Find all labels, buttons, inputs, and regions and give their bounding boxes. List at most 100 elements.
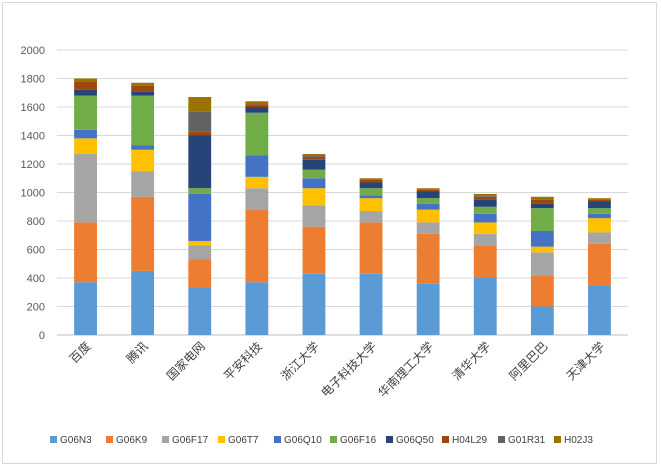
bar-segment-g06q10 — [245, 155, 269, 177]
bar-segment-g06f16 — [473, 206, 497, 214]
x-category-label: 国家电网 — [163, 339, 208, 384]
bar-segment-g01r31 — [302, 155, 326, 157]
bar-segment-g06q50 — [245, 107, 269, 113]
y-tick-label: 1400 — [21, 131, 45, 143]
bar-segment-g06q10 — [74, 129, 97, 139]
bar-segment-g06n3 — [473, 278, 497, 335]
bar-segment-g06f16 — [416, 198, 440, 204]
legend-swatch — [498, 436, 505, 443]
bar-segment-g06f17 — [359, 211, 383, 223]
legend-label: G01R31 — [508, 435, 546, 446]
legend-label: G06T7 — [228, 435, 259, 446]
legend: G06N3 G06K9 G06F17 G06T7 G06Q10 G06F16 G06Q50 H… — [50, 435, 593, 446]
legend-swatch — [50, 436, 57, 443]
y-tick-label: 0 — [39, 330, 45, 342]
y-tick-label: 1000 — [21, 188, 45, 200]
bar-segment-h02j3 — [131, 82, 155, 86]
bar-segment-g06q50 — [416, 191, 440, 199]
bar-segment-g06f16 — [530, 208, 554, 231]
bar-segment-g06k9 — [359, 222, 383, 274]
y-tick-label: 1800 — [21, 74, 45, 86]
bar-segment-h04l29 — [416, 189, 440, 192]
legend-swatch — [218, 436, 225, 443]
y-axis-ticks: 0 200 400 600 800 1000 1200 1400 1600 1800 2000 — [21, 45, 45, 342]
bar-segment-g06f17 — [473, 233, 497, 246]
x-category-label: 阿里巴巴 — [507, 339, 551, 383]
legend-label: G06F16 — [340, 435, 377, 446]
bar-segment-g06k9 — [530, 275, 554, 307]
legend-swatch — [442, 436, 449, 443]
legend-swatch — [330, 436, 337, 443]
bar-segment-g06n3 — [245, 282, 269, 335]
legend-label: H04L29 — [452, 435, 487, 446]
bar-segment-g06n3 — [188, 287, 212, 335]
bar-segment-g06k9 — [416, 233, 440, 284]
y-tick-label: 200 — [27, 302, 45, 314]
bar-segment-g06n3 — [588, 285, 611, 336]
bar-segment-h04l29 — [302, 156, 326, 160]
bar-segment-g06q50 — [473, 199, 497, 207]
x-category-label: 腾讯 — [123, 339, 151, 367]
bars — [74, 78, 611, 336]
bar-segment-g06f17 — [188, 245, 212, 260]
bar-segment-g06k9 — [74, 222, 97, 283]
bar-segment-g06t7 — [588, 218, 611, 233]
x-category-label: 华南理工大学 — [375, 339, 437, 401]
bar-segment-g06f16 — [588, 208, 611, 214]
bar-segment-g06q50 — [74, 89, 97, 96]
bar-segment-g06n3 — [131, 270, 155, 336]
legend-swatch — [554, 436, 561, 443]
legend-label: G06F17 — [172, 435, 209, 446]
bar-segment-g06t7 — [530, 246, 554, 253]
bar-segment-g06f17 — [131, 171, 155, 197]
bar-segment-g06t7 — [188, 240, 212, 246]
bar-segment-g06f16 — [188, 188, 212, 194]
bar-segment-g06k9 — [245, 209, 269, 283]
bar-segment-g06q50 — [530, 203, 554, 209]
bar-segment-g06q10 — [530, 230, 554, 247]
bar-segment-g06f16 — [131, 95, 155, 146]
bar-segment-g06q10 — [302, 178, 326, 189]
bar-segment-h04l29 — [359, 179, 383, 183]
bar-segment-g06q10 — [473, 213, 497, 223]
x-category-label: 百度 — [66, 339, 94, 367]
bar-segment-g01r31 — [188, 111, 212, 132]
legend-swatch — [274, 436, 281, 443]
bar-segment-g06f16 — [74, 95, 97, 130]
bar-segment-g06n3 — [416, 283, 440, 335]
bar-segment-h04l29 — [188, 131, 212, 136]
bar-segment-g06q50 — [302, 159, 326, 170]
bar-segment-h02j3 — [473, 193, 497, 196]
bar-segment-g06q10 — [416, 203, 440, 210]
bar-segment-h04l29 — [131, 85, 155, 92]
bar-segment-g06f17 — [588, 232, 611, 244]
x-category-label: 电子科技大学 — [318, 339, 380, 401]
bar-segment-h02j3 — [245, 101, 269, 105]
x-category-label: 天津大学 — [563, 339, 608, 384]
bar-segment-h04l29 — [588, 199, 611, 202]
legend-label: H02J3 — [564, 435, 593, 446]
bar-segment-h04l29 — [245, 104, 269, 107]
bar-segment-g06q10 — [131, 145, 155, 150]
legend-label: G06Q10 — [284, 435, 322, 446]
y-tick-label: 400 — [27, 273, 45, 285]
bar-segment-h02j3 — [302, 154, 326, 156]
legend-label: G06Q50 — [396, 435, 434, 446]
legend-label: G06N3 — [60, 435, 92, 446]
bar-segment-g06q50 — [188, 135, 212, 189]
bar-segment-h02j3 — [416, 188, 440, 190]
bar-segment-g06t7 — [473, 222, 497, 234]
bar-segment-g06q10 — [588, 213, 611, 219]
bar-segment-g06f17 — [74, 154, 97, 223]
bar-segment-g06k9 — [131, 196, 155, 271]
legend-swatch — [106, 436, 113, 443]
bar-segment-h02j3 — [359, 178, 383, 180]
legend-swatch — [386, 436, 393, 443]
bar-segment-g06q10 — [188, 193, 212, 241]
y-tick-label: 800 — [27, 216, 45, 228]
bar-segment-g06n3 — [302, 273, 326, 335]
bar-segment-g06n3 — [359, 273, 383, 335]
bar-segment-g06q10 — [359, 195, 383, 199]
legend-swatch — [162, 436, 169, 443]
